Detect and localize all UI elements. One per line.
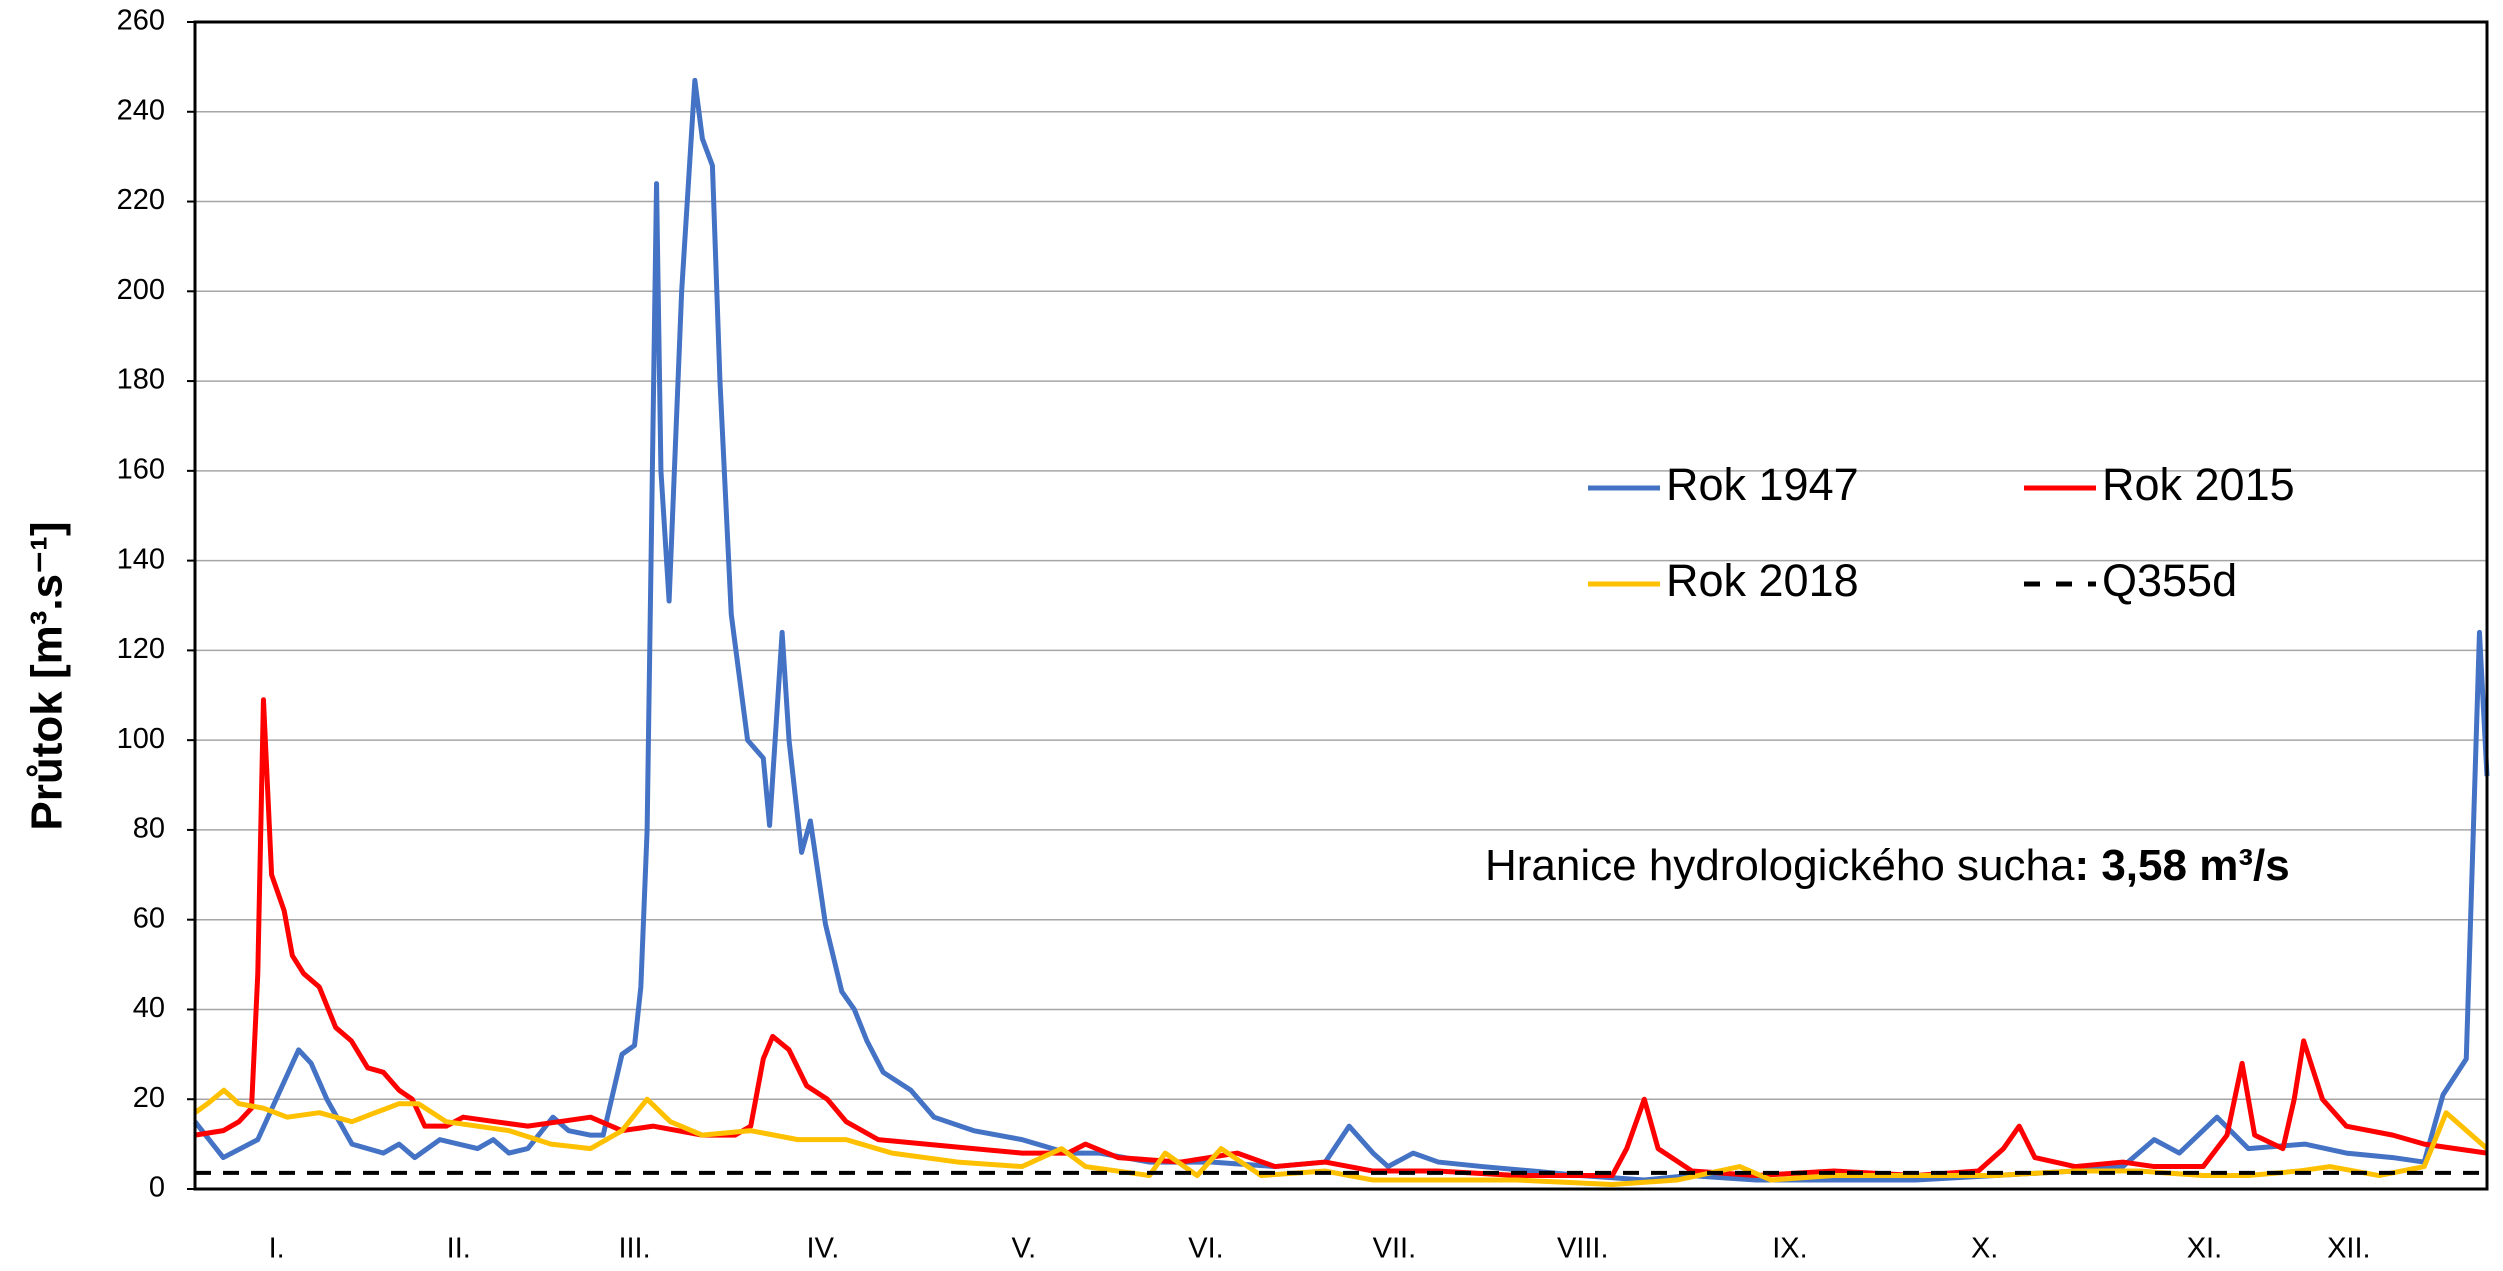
legend-label: Rok 1947 <box>1666 459 1859 510</box>
y-tick-label: 120 <box>117 633 165 665</box>
annotation-text: Hranice hydrologického sucha <box>1485 841 2075 890</box>
y-tick-label: 200 <box>117 274 165 306</box>
legend-label: Rok 2015 <box>2102 459 2295 510</box>
series-line <box>194 697 2488 1179</box>
x-tick-label: XI. <box>2187 1233 2222 1265</box>
series-line <box>193 1087 2489 1188</box>
annotation: Hranice hydrologického sucha: 3,58 m³/s <box>1485 841 2290 890</box>
plot-border <box>193 20 2489 1191</box>
x-tick-label: IX. <box>1772 1233 1807 1265</box>
y-tick-label: 260 <box>117 5 165 37</box>
x-tick-label: I. <box>269 1233 285 1265</box>
y-tick-label: 60 <box>133 902 165 934</box>
legend-label: Q355d <box>2102 555 2237 606</box>
y-tick-label: 100 <box>117 723 165 755</box>
y-tick-label: 140 <box>117 543 165 575</box>
legend-label: Rok 2018 <box>1666 555 1859 606</box>
y-tick-label: 40 <box>133 992 165 1024</box>
x-tick-label: V. <box>1012 1233 1037 1265</box>
x-tick-label: VIII. <box>1557 1233 1609 1265</box>
x-tick-label: X. <box>1971 1233 1998 1265</box>
x-tick-label: XII. <box>2327 1233 2371 1265</box>
y-tick-label: 240 <box>117 94 165 126</box>
x-tick-label: VII. <box>1373 1233 1417 1265</box>
y-tick-label: 160 <box>117 454 165 486</box>
y-tick-label: 220 <box>117 184 165 216</box>
y-tick-label: 80 <box>133 813 165 845</box>
y-tick-label: 20 <box>133 1082 165 1114</box>
y-tick-label: 0 <box>149 1172 165 1204</box>
y-tick-label: 180 <box>117 364 165 396</box>
annotation-value: : 3,58 m³/s <box>2074 841 2289 890</box>
x-tick-label: VI. <box>1188 1233 1223 1265</box>
x-tick-label: IV. <box>807 1233 840 1265</box>
y-axis-label: Průtok [m³.s⁻¹] <box>23 521 72 830</box>
x-tick-label: II. <box>447 1233 471 1265</box>
x-tick-label: III. <box>618 1233 650 1265</box>
series-line <box>193 77 2490 1183</box>
